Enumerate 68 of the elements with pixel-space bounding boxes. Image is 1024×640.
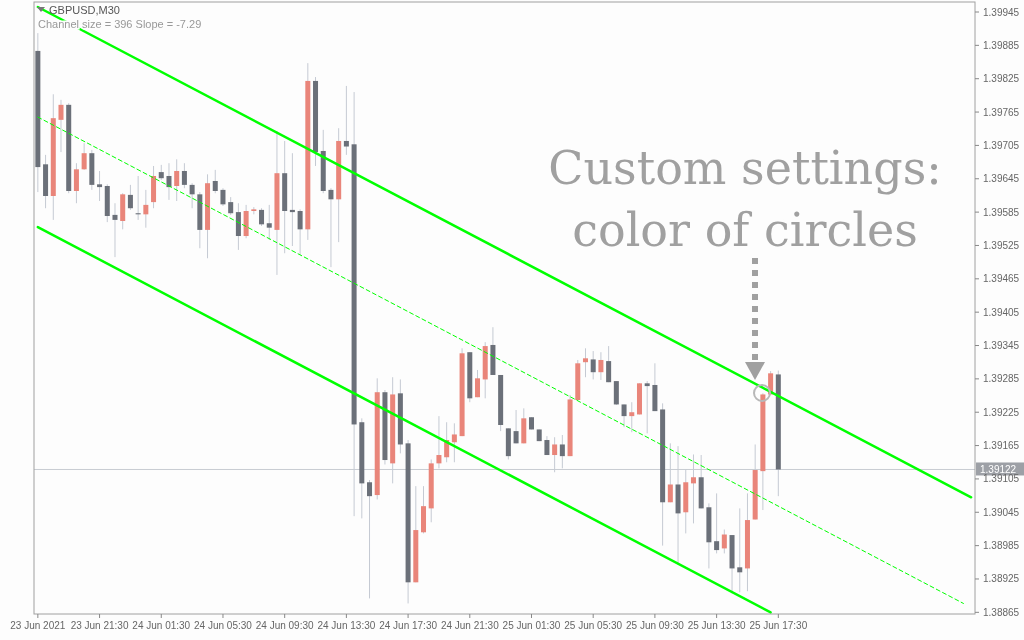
x-tick-label: 24 Jun 21:30 (440, 620, 500, 631)
candlestick (189, 182, 195, 209)
y-tick-label: 1.38865 (983, 606, 1020, 618)
candlestick (127, 184, 133, 211)
candlestick (644, 380, 650, 434)
candlestick (721, 529, 727, 554)
candlestick (629, 401, 635, 433)
x-tick-label: 24 Jun 17:30 (379, 620, 438, 631)
candlestick (714, 492, 720, 554)
candlestick (297, 208, 303, 256)
y-tick-label: 1.38925 (983, 573, 1020, 585)
candlestick (513, 409, 519, 444)
candlestick (598, 351, 604, 381)
x-tick-label: 23 Jun 21:30 (70, 620, 129, 631)
candlestick (451, 422, 457, 463)
y-tick-label: 1.39885 (983, 39, 1020, 51)
y-tick-label: 1.39045 (983, 506, 1020, 518)
x-tick-label: 24 Jun 05:30 (194, 620, 253, 631)
candlestick (174, 158, 180, 202)
y-tick-label: 1.39585 (983, 206, 1020, 218)
candlestick (181, 162, 187, 189)
y-tick-label: 1.39945 (983, 6, 1020, 18)
candlestick (166, 162, 172, 201)
candlestick (266, 204, 272, 241)
candlestick (737, 507, 743, 593)
candlestick (112, 202, 118, 258)
y-tick-label: 1.39285 (983, 373, 1020, 385)
y-tick-label: 1.38985 (983, 540, 1020, 552)
y-tick-label: 1.39225 (983, 406, 1020, 418)
candlestick (289, 152, 295, 247)
candlestick (73, 162, 79, 204)
candlestick (97, 170, 103, 202)
x-tick-label: 24 Jun 01:30 (132, 620, 191, 631)
ref-line-label: 1.39122 (980, 463, 1017, 475)
candlestick (343, 85, 349, 156)
y-tick-label: 1.39765 (983, 106, 1020, 118)
y-tick-label: 1.39645 (983, 173, 1020, 185)
y-tick-label: 1.39405 (983, 306, 1020, 318)
candlestick (143, 189, 149, 229)
candlestick (58, 99, 64, 153)
y-tick-label: 1.39345 (983, 340, 1020, 352)
annotation: Custom settings: color of circles (548, 141, 942, 257)
chart-title: GBPUSD,M30 (49, 4, 120, 16)
candlestick (590, 350, 596, 380)
x-tick-label: 25 Jun 13:30 (687, 620, 746, 631)
y-tick-label: 1.39465 (983, 273, 1020, 285)
x-tick-label: 24 Jun 13:30 (317, 620, 376, 631)
candlestick (621, 403, 627, 428)
x-tick-label: 25 Jun 01:30 (502, 620, 561, 631)
y-tick-label: 1.39705 (983, 139, 1020, 151)
x-tick-label: 24 Jun 09:30 (255, 620, 315, 631)
y-tick-label: 1.39165 (983, 440, 1020, 452)
candlestick (606, 345, 612, 383)
x-tick-label: 25 Jun 05:30 (564, 620, 623, 631)
candlestick (475, 369, 481, 398)
candlestick (235, 202, 241, 251)
y-tick-label: 1.39105 (983, 473, 1020, 485)
candlestick (328, 187, 334, 268)
candlestick (367, 479, 373, 599)
candlestick (582, 347, 588, 378)
x-tick-label: 25 Jun 09:30 (625, 620, 685, 631)
candlestick (81, 142, 87, 171)
y-tick-label: 1.39825 (983, 73, 1020, 85)
x-tick-label: 23 Jun 2021 (10, 620, 66, 631)
x-tick-label: 25 Jun 17:30 (749, 620, 808, 631)
candlestick (212, 169, 218, 194)
y-tick-label: 1.39525 (983, 239, 1020, 251)
candlestick (613, 380, 619, 406)
